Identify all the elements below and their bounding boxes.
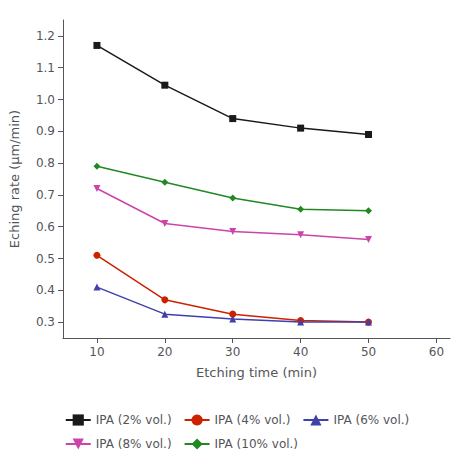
svg-text:Eching rate (μm/min): Eching rate (μm/min) <box>7 110 22 248</box>
svg-text:0.8: 0.8 <box>36 156 55 170</box>
svg-text:50: 50 <box>361 345 376 359</box>
svg-text:0.4: 0.4 <box>36 283 55 297</box>
svg-text:IPA (10% vol.): IPA (10% vol.) <box>215 437 298 451</box>
svg-text:IPA (8% vol.): IPA (8% vol.) <box>96 437 172 451</box>
svg-text:1.2: 1.2 <box>36 29 55 43</box>
svg-text:10: 10 <box>89 345 104 359</box>
svg-text:60: 60 <box>429 345 444 359</box>
svg-text:0.9: 0.9 <box>36 124 55 138</box>
svg-text:IPA (6% vol.): IPA (6% vol.) <box>333 413 409 427</box>
svg-text:IPA (2% vol.): IPA (2% vol.) <box>96 413 172 427</box>
svg-text:IPA (4% vol.): IPA (4% vol.) <box>215 413 291 427</box>
svg-text:40: 40 <box>293 345 308 359</box>
svg-text:0.7: 0.7 <box>36 188 55 202</box>
svg-text:0.5: 0.5 <box>36 252 55 266</box>
svg-text:30: 30 <box>225 345 240 359</box>
svg-text:1.0: 1.0 <box>36 93 55 107</box>
svg-text:0.6: 0.6 <box>36 220 55 234</box>
svg-text:Etching time (min): Etching time (min) <box>196 365 317 380</box>
svg-text:20: 20 <box>157 345 172 359</box>
svg-text:1.1: 1.1 <box>36 61 55 75</box>
svg-text:0.3: 0.3 <box>36 315 55 329</box>
